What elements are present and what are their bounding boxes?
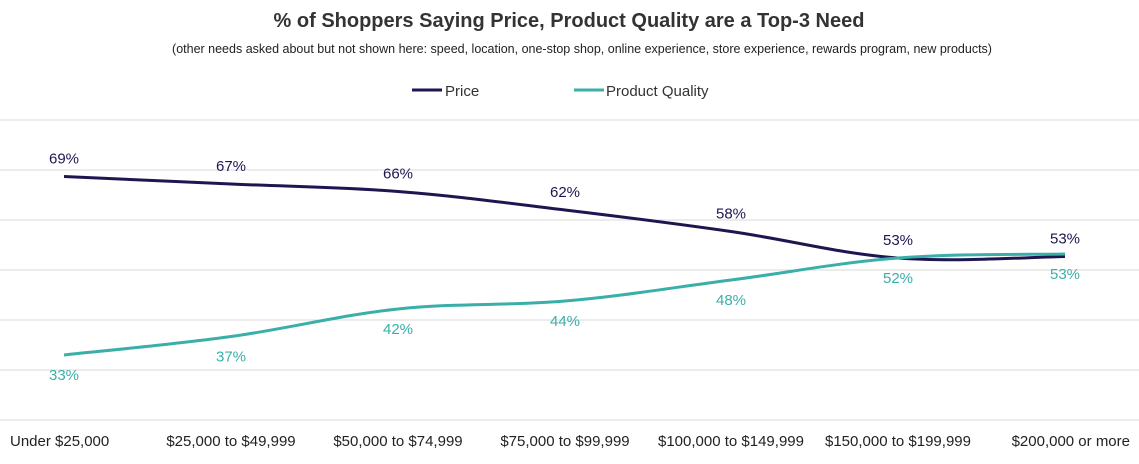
data-label-price: 62%: [550, 184, 580, 201]
data-labels: 69% 67% 66% 62% 58% 53% 53% 33% 37% 42% 44% 48% 52% 5…: [49, 151, 1080, 385]
chart-subtitle: (other needs asked about but not shown h…: [172, 42, 992, 56]
x-tick-label: Under $25,000: [10, 433, 109, 450]
chart-title: % of Shoppers Saying Price, Product Qual…: [274, 10, 865, 32]
series-line-product-quality: [63, 252, 1066, 357]
x-tick-label: $75,000 to $99,999: [500, 433, 629, 450]
data-label-product-quality: 42%: [383, 321, 413, 338]
legend: Price Product Quality: [412, 83, 709, 100]
x-tick-label: $200,000 or more: [1012, 433, 1130, 450]
x-tick-label: $50,000 to $74,999: [333, 433, 462, 450]
x-tick-label: $25,000 to $49,999: [166, 433, 295, 450]
data-label-product-quality: 48%: [716, 292, 746, 309]
data-label-price: 66%: [383, 166, 413, 183]
data-label-product-quality: 52%: [883, 270, 913, 287]
gridlines: [0, 119, 1139, 421]
data-label-product-quality: 53%: [1050, 266, 1080, 283]
data-label-product-quality: 37%: [216, 349, 246, 366]
data-label-product-quality: 33%: [49, 367, 79, 384]
x-tick-label: $100,000 to $149,999: [658, 433, 804, 450]
data-label-price: 67%: [216, 158, 246, 175]
data-label-price: 58%: [716, 206, 746, 223]
data-label-price: 69%: [49, 151, 79, 168]
x-axis-tick-labels: Under $25,000 $25,000 to $49,999 $50,000 t…: [10, 433, 1130, 450]
data-label-price: 53%: [1050, 231, 1080, 248]
legend-label-price: Price: [445, 83, 479, 100]
legend-label-product-quality: Product Quality: [606, 83, 709, 100]
x-tick-label: $150,000 to $199,999: [825, 433, 971, 450]
series-lines: [63, 175, 1066, 357]
data-label-product-quality: 44%: [550, 313, 580, 330]
data-label-price: 53%: [883, 232, 913, 249]
